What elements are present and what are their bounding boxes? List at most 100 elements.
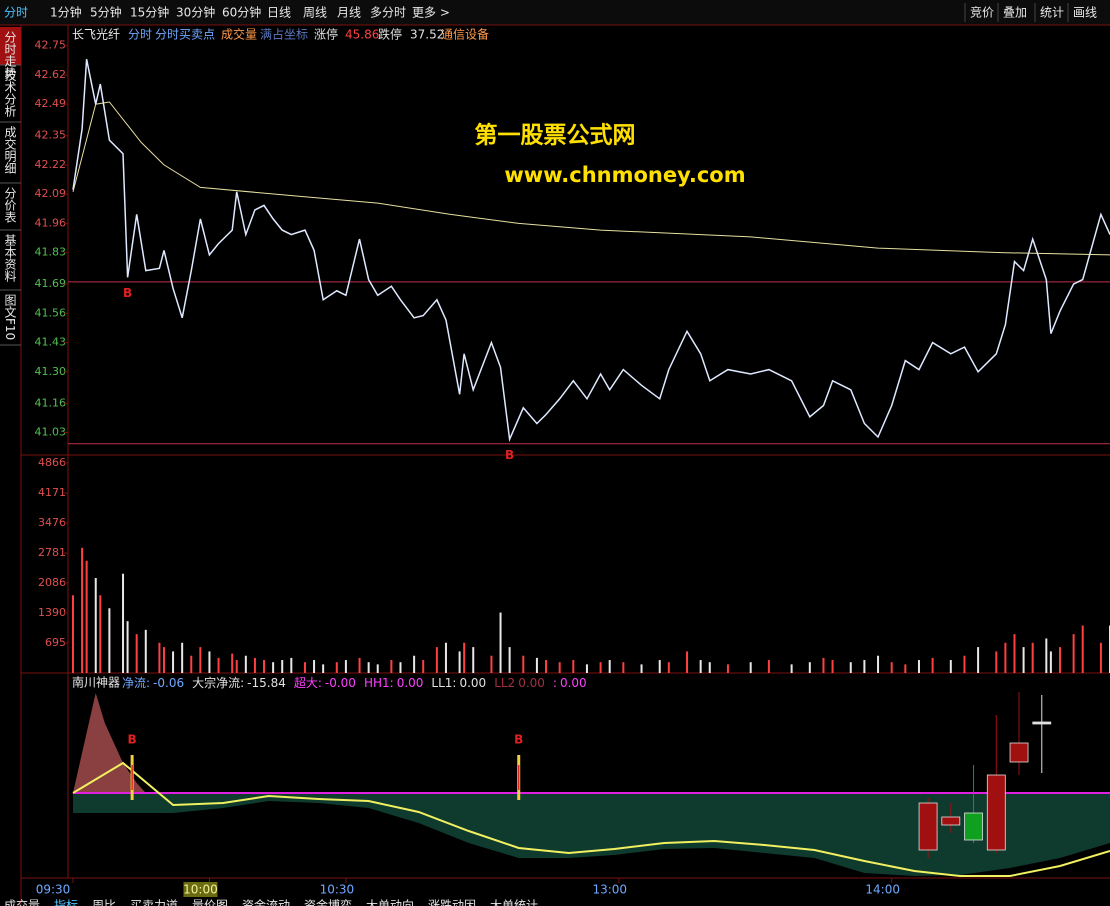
bottom-tab[interactable]: 大单统计: [490, 899, 538, 906]
y-tick-label: 41.56: [35, 306, 67, 319]
menu-item[interactable]: 5分钟: [90, 5, 122, 20]
bottom-tab[interactable]: 资金流动: [242, 898, 290, 906]
volume-bar: [995, 651, 998, 673]
volume-bar: [263, 660, 266, 673]
indicator-value: -0.06: [153, 676, 184, 690]
y-tick-label: 41.43: [35, 336, 67, 349]
volume-bar: [686, 651, 689, 673]
bottom-tab[interactable]: 涨跌动因: [428, 898, 476, 906]
y-tick-label: 41.69: [35, 277, 67, 290]
volume-bar: [1013, 634, 1016, 673]
volume-bar: [640, 664, 643, 673]
volume-bar: [904, 664, 907, 673]
menu-item[interactable]: 日线: [267, 6, 291, 20]
bottom-tab[interactable]: 成交量: [4, 898, 40, 906]
volume-bar: [749, 662, 752, 673]
volume-bar: [890, 662, 893, 673]
volume-bar: [822, 657, 825, 673]
sidebar-tab[interactable]: 分价表: [3, 187, 17, 223]
volume-bar: [390, 660, 393, 673]
candle-body: [918, 802, 938, 851]
menu-item[interactable]: 更多 >: [412, 6, 450, 20]
bottom-tab[interactable]: 指标: [54, 898, 78, 906]
sidebar-tab[interactable]: 成交明细: [3, 126, 17, 174]
candle-body: [986, 774, 1006, 851]
y-tick-label: 695: [45, 636, 66, 649]
price-line: [72, 59, 1110, 443]
volume-bar: [172, 651, 175, 673]
menu-item[interactable]: 15分钟: [130, 5, 169, 20]
bottom-tab[interactable]: 周比: [92, 899, 116, 906]
volume-bar: [313, 660, 316, 673]
menu-item[interactable]: 1分钟: [50, 5, 82, 20]
indicator-values: 净流: -0.06 大宗净流: -15.84 超大: -0.00 HH1: 0.00 LL1: 0…: [122, 675, 587, 690]
volume-bar: [463, 642, 466, 673]
y-tick-label: 41.03: [35, 426, 67, 439]
volume-bar: [508, 647, 511, 673]
volume-bar: [608, 660, 611, 673]
sidebar-tab[interactable]: 基本资料: [3, 234, 17, 282]
volume-bar: [790, 664, 793, 673]
volume-bar: [499, 612, 502, 673]
y-tick-label: 3476: [38, 516, 66, 529]
y-tick-label: 4866: [38, 456, 66, 469]
menu-item[interactable]: 分时: [4, 6, 28, 20]
volume-bar: [622, 662, 625, 673]
watermark-url: www.chnmoney.com: [504, 163, 745, 187]
volume-bar: [1099, 642, 1102, 673]
x-tick-label: 14:00: [865, 883, 900, 897]
buy-signal: B: [123, 286, 132, 300]
menu-item[interactable]: 30分钟: [176, 5, 215, 20]
sidebar-tab[interactable]: 技术分析: [3, 69, 17, 118]
menu-item[interactable]: 统计: [1040, 6, 1064, 20]
volume-bar: [1049, 651, 1052, 673]
menu-item[interactable]: 竞价: [970, 6, 994, 20]
buy-signal: B: [505, 448, 514, 462]
volume-bar: [708, 662, 711, 673]
info-item: 通信设备: [441, 28, 489, 42]
bottom-tab[interactable]: 量价图: [192, 899, 228, 906]
y-tick-label: 41.16: [35, 396, 67, 409]
volume-bar: [217, 657, 220, 673]
volume-bar: [767, 660, 770, 673]
menu-item[interactable]: 多分时: [370, 6, 406, 20]
bottom-tab[interactable]: 资金博弈: [304, 898, 352, 906]
candle-body: [941, 816, 961, 826]
sidebar-tab[interactable]: 分时走势: [3, 31, 17, 79]
volume-bar: [699, 660, 702, 673]
average-line: [72, 101, 1110, 256]
volume-bar: [877, 655, 880, 673]
y-tick-label: 41.96: [35, 216, 67, 229]
volume-bar: [244, 655, 247, 673]
volume-bar: [231, 653, 234, 673]
volume-bar: [181, 642, 184, 673]
volume-bar: [1072, 634, 1075, 673]
menu-item[interactable]: 叠加: [1003, 6, 1027, 20]
volume-bar: [281, 660, 284, 673]
watermark-title: 第一股票公式网: [475, 122, 636, 149]
menu-item[interactable]: 60分钟: [222, 5, 261, 20]
menu-item[interactable]: 月线: [337, 6, 361, 20]
volume-bar: [977, 647, 980, 673]
info-item: 分时买卖点: [155, 28, 215, 42]
menu-item[interactable]: 周线: [303, 6, 327, 20]
candle-body: [1032, 721, 1052, 725]
menu-item[interactable]: 画线: [1073, 6, 1097, 20]
y-tick-label: 2086: [38, 576, 66, 589]
bottom-tab[interactable]: 大单动向: [366, 898, 414, 906]
x-tick-label: 09:30: [36, 883, 71, 897]
indicator-value: 0.00: [397, 676, 424, 690]
sidebar-tab[interactable]: 图文F10: [3, 294, 17, 340]
y-tick-label: 42.62: [35, 68, 67, 81]
y-tick-label: 42.09: [35, 187, 67, 200]
indicator-label: 大宗净流:: [192, 675, 244, 690]
x-tick-label: 10:00: [183, 883, 218, 897]
y-tick-label: 42.49: [35, 97, 67, 110]
indicator-label: LL2: [494, 676, 515, 690]
signal-bar-core: [518, 765, 520, 790]
volume-bar: [99, 595, 102, 673]
indicator-value: 0.00: [518, 676, 545, 690]
bottom-tab[interactable]: 买卖力道: [130, 899, 178, 906]
volume-bar: [235, 660, 238, 673]
